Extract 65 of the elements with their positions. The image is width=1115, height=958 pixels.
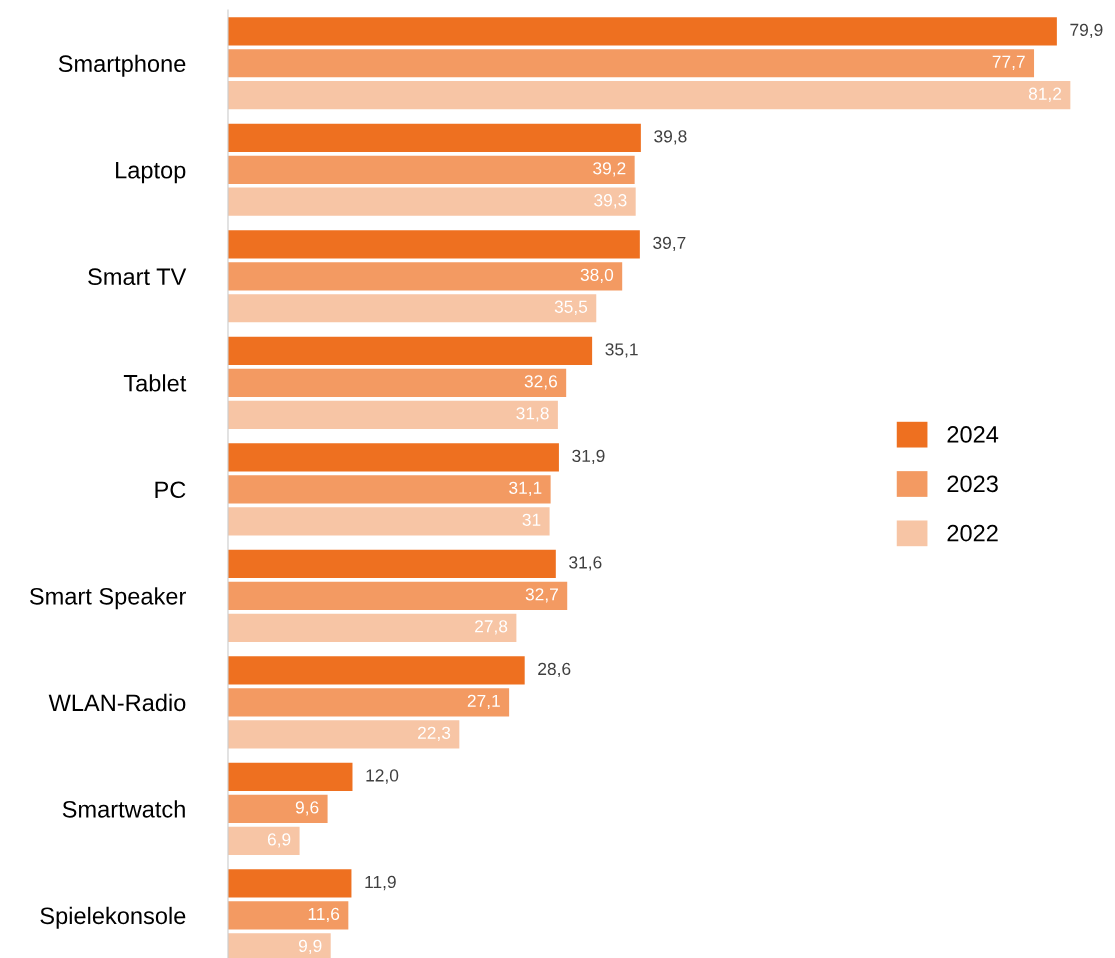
legend-label: 2024 [947,426,999,443]
bar [228,262,623,291]
data-label: 11,6 [308,907,340,923]
legend-label: 2023 [947,475,998,493]
y-tick-label: Smart TV [88,268,187,286]
data-label: 27,1 [467,694,500,710]
bar [228,187,636,216]
data-label: 6,9 [267,833,291,848]
data-label: 28,6 [538,662,571,678]
bar [228,443,559,472]
bar [228,336,593,365]
bar [228,17,1057,46]
data-label: 11,9 [365,875,396,891]
data-label: 39,8 [654,130,687,145]
data-label: 31 [522,513,541,526]
bar [228,720,460,749]
data-label: 79,9 [1070,23,1103,39]
bar [228,688,510,717]
data-label: 9,9 [298,939,322,955]
y-tick-label: Smartphone [58,54,186,77]
bar [228,794,328,823]
data-label: 31,1 [509,481,542,497]
data-label: 32,6 [524,375,557,390]
bar [228,656,525,685]
data-label: 31,6 [569,556,602,571]
y-tick-label: WLAN-Radio [48,693,186,712]
legend-label: 2022 [947,524,998,542]
bar [228,155,635,184]
bar [228,826,300,855]
data-label: 27,8 [475,620,508,635]
bar [228,869,352,898]
bar [228,49,1035,78]
data-label: 31,8 [516,407,549,422]
y-tick-label: PC [155,481,186,499]
data-label: 9,6 [295,801,319,816]
bar [228,475,551,504]
y-tick-label: Smartwatch [62,800,185,818]
bar [228,400,558,429]
data-label: 38,0 [580,268,614,283]
bar [228,507,550,536]
bar [228,549,556,578]
data-label: 12,0 [366,769,399,784]
data-label: 77,7 [992,55,1025,70]
bar [228,581,568,610]
data-label: 22,3 [418,726,451,742]
data-label: 39,2 [593,162,626,177]
bar [228,123,641,152]
bar [228,230,640,259]
y-tick-label: Laptop [116,162,186,184]
y-tick-label: Tablet [123,374,187,392]
data-label: 39,3 [594,194,627,209]
bar [228,762,353,792]
y-tick-label: Spielekonsole [40,906,186,929]
bar [228,613,517,642]
bar [228,81,1071,110]
data-label: 35,1 [605,343,638,358]
bar [228,294,597,323]
data-label: 32,7 [525,588,558,603]
bar [228,368,567,397]
data-label: 31,9 [572,449,605,465]
bar [228,901,349,930]
y-tick-label: Smart Speaker [29,587,186,610]
data-label: 81,2 [1028,87,1062,102]
data-label: 35,5 [554,300,588,315]
data-label: 39,7 [653,236,686,252]
